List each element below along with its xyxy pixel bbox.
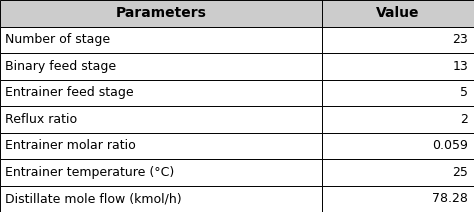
Text: Entrainer feed stage: Entrainer feed stage [5, 86, 133, 99]
Bar [0, 159, 322, 186]
Bar [322, 26, 474, 53]
Text: Value: Value [376, 6, 420, 20]
Bar [0, 132, 322, 159]
Bar [322, 80, 474, 106]
Text: Binary feed stage: Binary feed stage [5, 60, 116, 73]
Text: Entrainer molar ratio: Entrainer molar ratio [5, 139, 136, 152]
Bar [322, 106, 474, 132]
Text: 13: 13 [453, 60, 468, 73]
Text: Entrainer temperature (°C): Entrainer temperature (°C) [5, 166, 174, 179]
Bar [322, 53, 474, 80]
Text: Number of stage: Number of stage [5, 33, 110, 46]
Bar [0, 26, 322, 53]
Text: 23: 23 [453, 33, 468, 46]
Bar [0, 80, 322, 106]
Text: 78.28: 78.28 [432, 192, 468, 205]
Text: 25: 25 [453, 166, 468, 179]
Bar [0, 53, 322, 80]
Bar [322, 132, 474, 159]
Bar [322, 159, 474, 186]
Text: 0.059: 0.059 [432, 139, 468, 152]
Bar [0, 186, 322, 212]
Text: Reflux ratio: Reflux ratio [5, 113, 77, 126]
Text: 5: 5 [460, 86, 468, 99]
Text: RES: RES [178, 74, 419, 181]
Text: 2: 2 [460, 113, 468, 126]
Text: Parameters: Parameters [116, 6, 207, 20]
Bar [0, 0, 474, 26]
Text: Distillate mole flow (kmol/h): Distillate mole flow (kmol/h) [5, 192, 182, 205]
Bar [0, 106, 322, 132]
Bar [322, 186, 474, 212]
